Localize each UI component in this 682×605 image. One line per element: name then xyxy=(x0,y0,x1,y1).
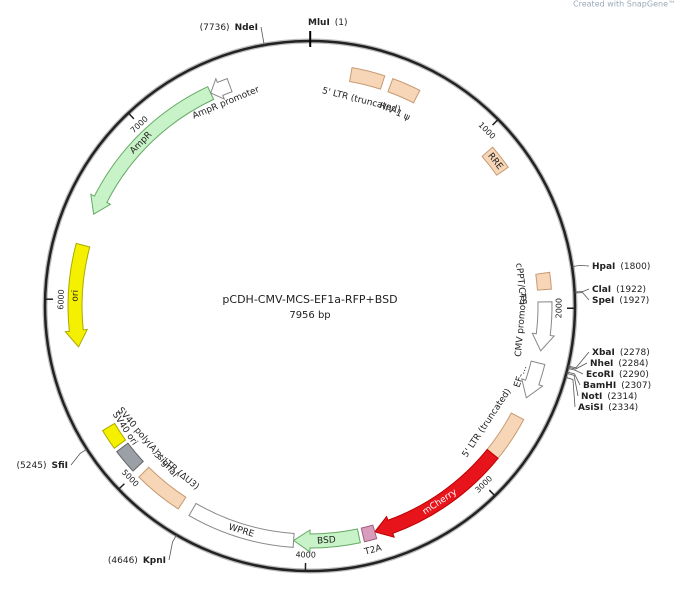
feature xyxy=(138,466,187,510)
site-leader xyxy=(567,362,588,370)
feature xyxy=(531,301,556,352)
feature xyxy=(535,271,552,291)
site-leader xyxy=(567,368,584,375)
feature-label: cPPT/CTS xyxy=(513,263,527,306)
feature xyxy=(481,146,509,176)
site-position: (1927) xyxy=(619,296,649,306)
site-leader xyxy=(574,292,590,301)
site-label: BamHI (2307) xyxy=(583,381,651,391)
feature xyxy=(360,524,378,543)
feature xyxy=(387,77,421,104)
site-position: (2290) xyxy=(619,370,649,380)
site-name: SpeI xyxy=(592,296,614,306)
tick-label: 6000 xyxy=(56,289,66,310)
site-name: KpnI xyxy=(143,556,166,566)
site-label: MluI (1) xyxy=(308,18,348,28)
site-label: (7736) NdeI xyxy=(200,23,258,33)
site-position: (7736) xyxy=(200,23,230,33)
site-label: AsiSI (2334) xyxy=(578,403,638,413)
site-name: NdeI xyxy=(235,23,258,33)
site-name: BamHI xyxy=(583,381,616,391)
feature xyxy=(116,442,144,472)
site-position: (2284) xyxy=(618,359,648,369)
site-label: (4646) KpnI xyxy=(108,556,166,566)
site-label: SpeI (1927) xyxy=(592,296,649,306)
tick-mark xyxy=(491,118,499,126)
feature-label: CMV promoter xyxy=(514,291,530,357)
plasmid-name: pCDH-CMV-MCS-EF1a-RFP+BSD xyxy=(222,293,397,306)
site-position: (2307) xyxy=(621,381,651,391)
tick-mark xyxy=(488,489,496,497)
feature xyxy=(349,67,386,90)
site-name: XbaI xyxy=(592,348,615,358)
site-name: MluI xyxy=(308,18,330,28)
site-name: NotI xyxy=(581,392,602,402)
site-position: (1922) xyxy=(616,285,646,295)
site-leader xyxy=(70,448,88,466)
feature xyxy=(210,77,233,101)
tick-label: 4000 xyxy=(295,550,316,559)
site-leader xyxy=(566,371,581,386)
site-label: HpaI (1800) xyxy=(592,262,650,272)
feature-label: BSD xyxy=(317,535,336,546)
backbone xyxy=(43,39,577,573)
watermark: Created with SnapGene™ xyxy=(573,0,676,9)
site-name: AsiSI xyxy=(578,403,603,413)
site-position: (1) xyxy=(335,18,348,28)
site-position: (2314) xyxy=(607,392,637,402)
site-position: (4646) xyxy=(108,556,138,566)
site-label: NotI (2314) xyxy=(581,392,637,402)
site-position: (2278) xyxy=(620,348,650,358)
site-leader xyxy=(574,288,590,293)
site-label: (5245) SfiI xyxy=(17,461,68,471)
feature xyxy=(188,502,295,548)
site-position: (5245) xyxy=(17,461,47,471)
feature xyxy=(90,86,215,215)
plasmid-length: 7956 bp xyxy=(289,310,330,321)
site-label: XbaI (2278) xyxy=(592,348,650,358)
site-name: SfiI xyxy=(51,461,68,471)
site-position: (1800) xyxy=(620,262,650,272)
site-label: NheI (2284) xyxy=(590,359,648,369)
feature xyxy=(101,422,127,449)
site-label: ClaI (1922) xyxy=(592,285,646,295)
site-leader xyxy=(260,26,265,46)
feature xyxy=(521,360,546,399)
site-name: EcoRI xyxy=(586,370,614,380)
site-leader xyxy=(168,534,177,561)
feature xyxy=(292,528,361,553)
feature-label: T2A xyxy=(363,543,384,557)
backbone-outline xyxy=(42,38,578,574)
site-leader xyxy=(566,372,579,397)
feature-label: ori xyxy=(70,290,81,302)
site-leader xyxy=(568,351,590,369)
feature xyxy=(64,242,91,348)
site-position: (2334) xyxy=(608,403,638,413)
tick-mark xyxy=(127,112,135,120)
site-name: HpaI xyxy=(592,262,615,272)
tick-mark xyxy=(118,483,125,490)
site-name: NheI xyxy=(590,359,613,369)
tick-label: 2000 xyxy=(554,298,563,318)
site-name: ClaI xyxy=(592,285,611,295)
site-leader xyxy=(571,265,590,267)
site-leader xyxy=(565,376,576,408)
site-label: EcoRI (2290) xyxy=(586,370,649,380)
